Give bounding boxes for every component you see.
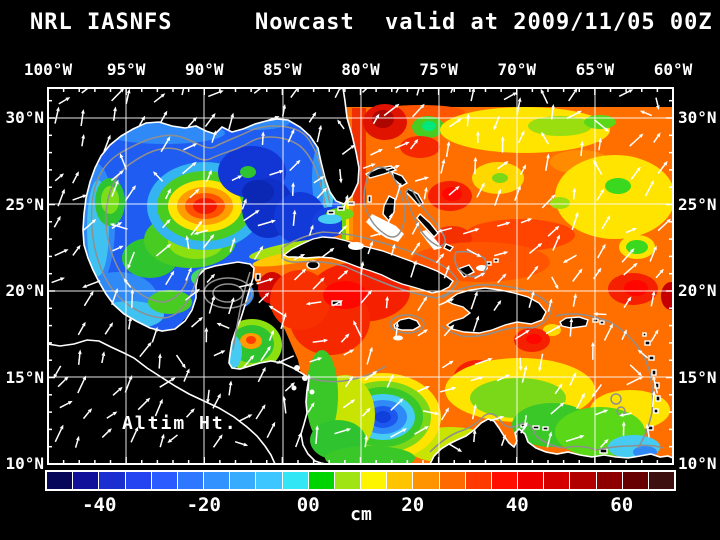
island-st-lucia bbox=[655, 395, 661, 402]
frame-tick-marks bbox=[47, 88, 674, 465]
island-turks-1 bbox=[486, 261, 492, 266]
colorbar-segment bbox=[648, 472, 675, 489]
island-cuba bbox=[282, 236, 454, 294]
island-guadeloupe bbox=[648, 355, 655, 361]
landmass-south-america bbox=[429, 418, 672, 463]
island-cozumel bbox=[255, 273, 261, 281]
colorbar-tick: 40 bbox=[505, 494, 529, 516]
colorbar-unit: cm bbox=[350, 504, 372, 525]
lon-tick: 70°W bbox=[497, 60, 537, 79]
lat-tick-left: 20°N bbox=[5, 281, 44, 300]
colorbar-segment bbox=[413, 472, 439, 489]
title-model: NRL IASNFS bbox=[30, 10, 173, 35]
colorbar-segment bbox=[308, 472, 334, 489]
island-antigua bbox=[644, 340, 651, 346]
island-barbuda bbox=[642, 332, 647, 337]
lon-tick: 85°W bbox=[263, 60, 302, 79]
colorbar-segment bbox=[334, 472, 361, 489]
island-puerto-rico bbox=[559, 316, 589, 329]
island-turks-2 bbox=[493, 258, 499, 263]
colorbar-tick: 00 bbox=[296, 494, 320, 516]
island-long-island bbox=[416, 212, 439, 239]
island-virgin-2 bbox=[599, 320, 605, 325]
lat-tick-right: 25°N bbox=[678, 194, 717, 214]
lat-tick-right: 20°N bbox=[678, 281, 717, 300]
colorbar-segment bbox=[73, 472, 99, 489]
colorbar-segment bbox=[596, 472, 622, 489]
colorbar-segment bbox=[361, 472, 387, 489]
lon-tick: 65°W bbox=[575, 60, 615, 79]
colorbar-tick: 20 bbox=[401, 494, 425, 516]
lat-tick-left: 10°N bbox=[5, 454, 44, 473]
coastline-south-america bbox=[429, 418, 672, 463]
lat-tick-left: 30°N bbox=[5, 108, 44, 127]
field-label: Altim Ht. bbox=[122, 413, 238, 434]
island-bimini bbox=[367, 195, 372, 203]
colorbar-segment bbox=[256, 472, 282, 489]
colorbar-segment bbox=[204, 472, 230, 489]
title-run-type: Nowcast bbox=[255, 10, 355, 35]
island-dominica bbox=[651, 369, 657, 376]
colorbar-tick: -20 bbox=[186, 494, 221, 516]
florida-keys-2 bbox=[337, 206, 345, 211]
island-crooked bbox=[443, 243, 455, 252]
colorbar bbox=[45, 470, 676, 491]
island-hispaniola bbox=[445, 287, 547, 334]
lat-tick-right: 30°N bbox=[678, 108, 717, 127]
colorbar-segment bbox=[570, 472, 596, 489]
colorbar-segment bbox=[99, 472, 125, 489]
colorbar-segment bbox=[439, 472, 465, 489]
coastline-gulf-caribbean bbox=[82, 89, 360, 463]
lon-tick: 90°W bbox=[184, 60, 224, 79]
colorbar-segment bbox=[47, 472, 73, 489]
lon-tick: 95°W bbox=[106, 60, 146, 79]
colorbar-segment bbox=[622, 472, 648, 489]
colorbar-segment bbox=[491, 472, 518, 489]
lon-tick: 60°W bbox=[653, 60, 693, 79]
lat-tick-right: 10°N bbox=[678, 454, 717, 473]
island-st-vincent bbox=[653, 408, 659, 414]
lat-tick-left: 25°N bbox=[5, 194, 44, 214]
title-valid-time: valid at 2009/11/05 00Z bbox=[385, 10, 713, 35]
islands bbox=[255, 165, 661, 454]
colorbar-segment bbox=[177, 472, 204, 489]
current-vector-arrows bbox=[51, 89, 671, 452]
colorbar-segment bbox=[387, 472, 413, 489]
colorbar-segment bbox=[518, 472, 544, 489]
lon-tick: 80°W bbox=[341, 60, 380, 79]
lon-tick: 75°W bbox=[419, 60, 458, 79]
lat-tick-right: 15°N bbox=[678, 367, 717, 387]
colorbar-segment bbox=[125, 472, 151, 489]
colorbar-tick: 60 bbox=[610, 494, 634, 516]
island-inagua bbox=[456, 264, 476, 278]
lon-tick: 100°W bbox=[23, 60, 73, 79]
florida-keys-3 bbox=[327, 210, 335, 215]
lat-tick-left: 15°N bbox=[5, 367, 44, 387]
colorbar-segment bbox=[544, 472, 570, 489]
colorbar-segment bbox=[465, 472, 491, 489]
colorbar-segment bbox=[282, 472, 308, 489]
colorbar-tick: -40 bbox=[82, 494, 117, 516]
island-curacao bbox=[532, 425, 540, 430]
island-bonaire bbox=[542, 426, 549, 431]
colorbar-segment bbox=[151, 472, 177, 489]
colorbar-segment bbox=[230, 472, 256, 489]
